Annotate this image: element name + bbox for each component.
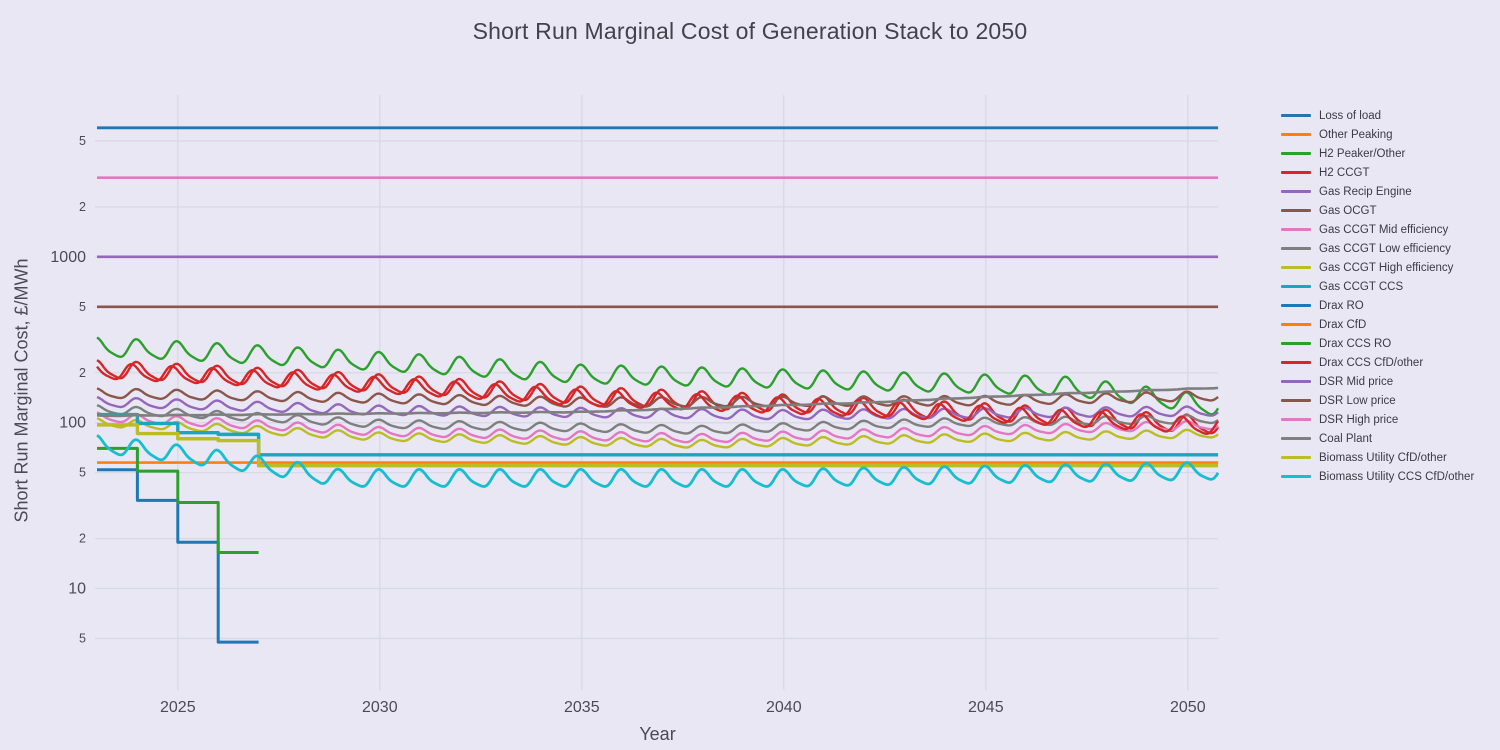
y-tick-label: 100 <box>59 415 86 432</box>
y-tick-label: 2 <box>79 366 86 380</box>
legend-label: Gas CCGT CCS <box>1319 280 1404 293</box>
legend-label: DSR High price <box>1319 413 1399 426</box>
chart-title: Short Run Marginal Cost of Generation St… <box>472 18 1028 44</box>
series-line-h2-peaker-other[interactable] <box>96 336 1220 416</box>
legend-label: Loss of load <box>1319 109 1382 122</box>
x-tick-label: 2035 <box>564 699 600 716</box>
legend-label: Biomass Utility CCS CfD/other <box>1319 470 1475 483</box>
legend-swatch-dsr-low-price <box>1281 399 1311 402</box>
y-tick-label: 10 <box>68 581 86 598</box>
legend-swatch-h2-ccgt <box>1281 171 1311 174</box>
legend-item-h2-peaker-other[interactable]: H2 Peaker/Other <box>1281 144 1496 163</box>
legend-swatch-gas-ccgt-low-efficiency <box>1281 247 1311 250</box>
legend-swatch-biomass-utility-ccs-cfd-other <box>1281 475 1311 478</box>
legend-label: DSR Mid price <box>1319 375 1394 388</box>
legend-swatch-gas-ccgt-ccs <box>1281 285 1311 288</box>
legend-label: Other Peaking <box>1319 128 1393 141</box>
legend-swatch-dsr-high-price <box>1281 418 1311 421</box>
legend-swatch-drax-ccs-ro <box>1281 342 1311 345</box>
legend-swatch-gas-ocgt <box>1281 209 1311 212</box>
legend-item-biomass-utility-cfd-other[interactable]: Biomass Utility CfD/other <box>1281 448 1496 467</box>
series-line-biomass-utility-ccs-cfd-other[interactable] <box>96 434 1220 488</box>
legend-item-biomass-utility-ccs-cfd-other[interactable]: Biomass Utility CCS CfD/other <box>1281 467 1496 486</box>
legend-swatch-gas-ccgt-high-efficiency <box>1281 266 1311 269</box>
series-line-gas-ocgt[interactable] <box>96 387 1219 408</box>
legend-item-gas-ccgt-ccs[interactable]: Gas CCGT CCS <box>1281 277 1496 296</box>
legend-swatch-drax-ccs-cfd-other <box>1281 361 1311 364</box>
legend-swatch-dsr-mid-price <box>1281 380 1311 383</box>
y-tick-label: 1000 <box>50 249 86 266</box>
y-axis-label: Short Run Marginal Cost, £/MWh <box>11 258 32 523</box>
legend-label: H2 Peaker/Other <box>1319 147 1406 160</box>
x-tick-label: 2030 <box>362 699 398 716</box>
legend-label: Drax CCS CfD/other <box>1319 356 1424 369</box>
legend-item-other-peaking[interactable]: Other Peaking <box>1281 125 1496 144</box>
legend-label: H2 CCGT <box>1319 166 1370 179</box>
y-tick-label: 2 <box>79 532 86 546</box>
legend-item-drax-ccs-cfd-other[interactable]: Drax CCS CfD/other <box>1281 353 1496 372</box>
legend-item-dsr-mid-price[interactable]: DSR Mid price <box>1281 372 1496 391</box>
legend-item-loss-of-load[interactable]: Loss of load <box>1281 106 1496 125</box>
series-line-drax-ccs-ro[interactable] <box>97 446 259 554</box>
legend-swatch-loss-of-load <box>1281 114 1311 117</box>
legend-item-dsr-high-price[interactable]: DSR High price <box>1281 410 1496 429</box>
series-line-drax-ccs-cfd-other[interactable] <box>96 362 1220 435</box>
legend-label: Coal Plant <box>1319 432 1373 445</box>
legend-swatch-h2-peaker-other <box>1281 152 1311 155</box>
legend-item-gas-ccgt-mid-efficiency[interactable]: Gas CCGT Mid efficiency <box>1281 220 1496 239</box>
legend-swatch-gas-ccgt-mid-efficiency <box>1281 228 1311 231</box>
legend-label: Gas CCGT Mid efficiency <box>1319 223 1449 236</box>
legend-swatch-other-peaking <box>1281 133 1311 136</box>
legend-swatch-drax-ro <box>1281 304 1311 307</box>
series-line-drax-ro[interactable] <box>97 468 259 644</box>
legend-swatch-gas-recip-engine <box>1281 190 1311 193</box>
legend-label: Gas OCGT <box>1319 204 1377 217</box>
legend-label: Drax RO <box>1319 299 1364 312</box>
legend-swatch-drax-cfd <box>1281 323 1311 326</box>
legend-label: DSR Low price <box>1319 394 1396 407</box>
legend-item-h2-ccgt[interactable]: H2 CCGT <box>1281 163 1496 182</box>
legend-item-coal-plant[interactable]: Coal Plant <box>1281 429 1496 448</box>
y-tick-label: 5 <box>79 134 86 148</box>
legend-item-gas-ccgt-low-efficiency[interactable]: Gas CCGT Low efficiency <box>1281 239 1496 258</box>
y-tick-label: 2 <box>79 200 86 214</box>
legend-item-gas-recip-engine[interactable]: Gas Recip Engine <box>1281 182 1496 201</box>
legend-label: Gas CCGT Low efficiency <box>1319 242 1451 255</box>
legend: Loss of load Other Peaking H2 Peaker/Other… <box>1281 106 1496 486</box>
legend-label: Drax CCS RO <box>1319 337 1392 350</box>
x-tick-label: 2050 <box>1170 699 1206 716</box>
y-tick-label: 5 <box>79 631 86 645</box>
x-tick-label: 2040 <box>766 699 802 716</box>
legend-item-drax-ccs-ro[interactable]: Drax CCS RO <box>1281 334 1496 353</box>
series-line-coal-plant[interactable] <box>97 386 1219 418</box>
y-tick-label: 5 <box>79 300 86 314</box>
legend-item-drax-ro[interactable]: Drax RO <box>1281 296 1496 315</box>
x-axis-label: Year <box>639 724 676 744</box>
legend-item-gas-ocgt[interactable]: Gas OCGT <box>1281 201 1496 220</box>
series-line-gas-ccgt-high-efficiency[interactable] <box>96 417 1219 449</box>
y-tick-label: 5 <box>79 466 86 480</box>
series-line-biomass-utility-cfd-other[interactable] <box>97 423 1219 468</box>
legend-item-gas-ccgt-high-efficiency[interactable]: Gas CCGT High efficiency <box>1281 258 1496 277</box>
legend-label: Drax CfD <box>1319 318 1367 331</box>
legend-swatch-biomass-utility-cfd-other <box>1281 456 1311 459</box>
legend-label: Gas CCGT High efficiency <box>1319 261 1454 274</box>
legend-label: Gas Recip Engine <box>1319 185 1412 198</box>
legend-item-dsr-low-price[interactable]: DSR Low price <box>1281 391 1496 410</box>
x-tick-label: 2045 <box>968 699 1004 716</box>
legend-swatch-coal-plant <box>1281 437 1311 440</box>
series-line-gas-ccgt-mid-efficiency[interactable] <box>96 411 1219 444</box>
legend-item-drax-cfd[interactable]: Drax CfD <box>1281 315 1496 334</box>
legend-label: Biomass Utility CfD/other <box>1319 451 1447 464</box>
x-tick-label: 2025 <box>160 699 196 716</box>
